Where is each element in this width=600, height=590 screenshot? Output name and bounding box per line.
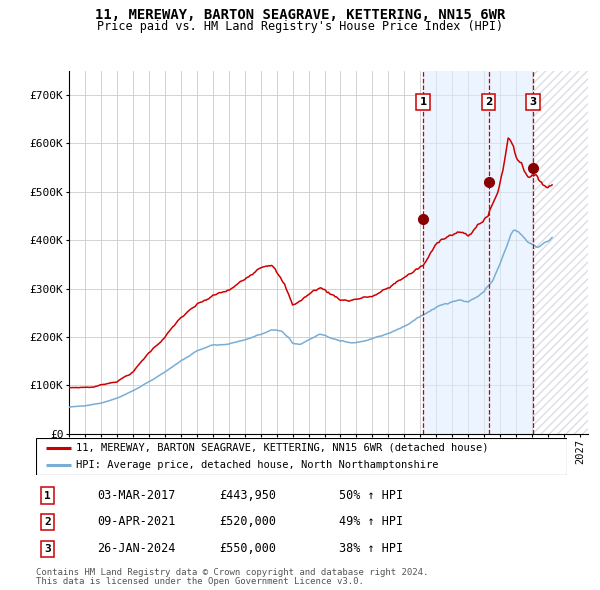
Text: 11, MEREWAY, BARTON SEAGRAVE, KETTERING, NN15 6WR (detached house): 11, MEREWAY, BARTON SEAGRAVE, KETTERING,… xyxy=(76,443,488,453)
Text: 3: 3 xyxy=(44,544,51,554)
Text: £550,000: £550,000 xyxy=(219,542,276,555)
Text: 3: 3 xyxy=(530,97,537,107)
Text: 09-APR-2021: 09-APR-2021 xyxy=(97,516,175,529)
Bar xyxy=(423,71,533,434)
Text: 49% ↑ HPI: 49% ↑ HPI xyxy=(338,516,403,529)
Text: £520,000: £520,000 xyxy=(219,516,276,529)
Text: 1: 1 xyxy=(44,491,51,500)
Text: 1: 1 xyxy=(419,97,427,107)
Text: 03-MAR-2017: 03-MAR-2017 xyxy=(97,489,175,502)
Text: 26-JAN-2024: 26-JAN-2024 xyxy=(97,542,175,555)
Text: 50% ↑ HPI: 50% ↑ HPI xyxy=(338,489,403,502)
Text: HPI: Average price, detached house, North Northamptonshire: HPI: Average price, detached house, Nort… xyxy=(76,460,439,470)
Text: 2: 2 xyxy=(44,517,51,527)
Text: 2: 2 xyxy=(485,97,492,107)
Text: £443,950: £443,950 xyxy=(219,489,276,502)
Text: Price paid vs. HM Land Registry's House Price Index (HPI): Price paid vs. HM Land Registry's House … xyxy=(97,20,503,33)
Text: Contains HM Land Registry data © Crown copyright and database right 2024.: Contains HM Land Registry data © Crown c… xyxy=(36,568,428,576)
FancyBboxPatch shape xyxy=(36,438,567,475)
Text: 38% ↑ HPI: 38% ↑ HPI xyxy=(338,542,403,555)
Text: This data is licensed under the Open Government Licence v3.0.: This data is licensed under the Open Gov… xyxy=(36,577,364,586)
Text: 11, MEREWAY, BARTON SEAGRAVE, KETTERING, NN15 6WR: 11, MEREWAY, BARTON SEAGRAVE, KETTERING,… xyxy=(95,8,505,22)
